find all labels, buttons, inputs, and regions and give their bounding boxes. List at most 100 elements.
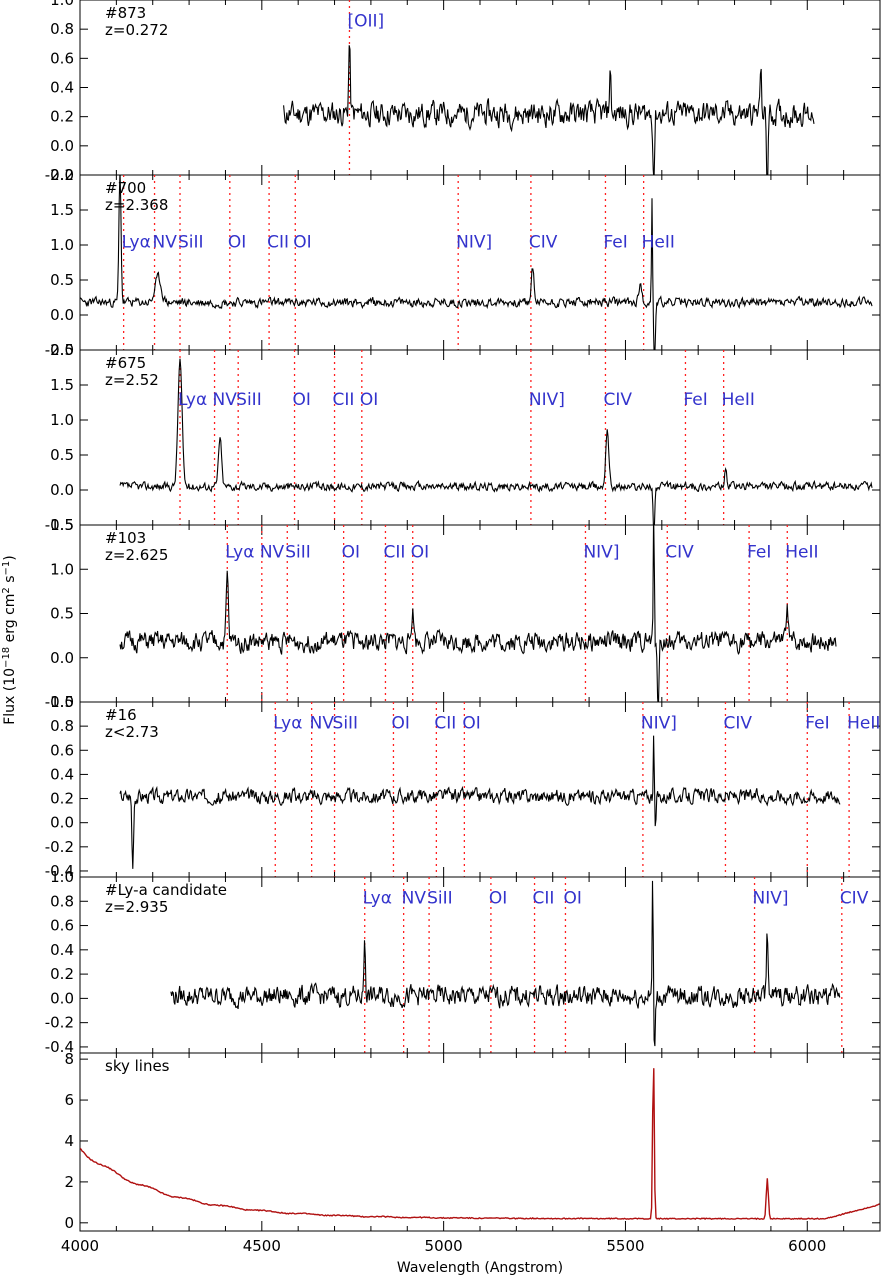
line-label: Lyα	[225, 543, 254, 563]
line-label: NV	[213, 390, 238, 410]
y-tick-label: 0.0	[50, 989, 74, 1007]
panel-id: #700	[105, 179, 146, 197]
y-tick-label: 1.5	[50, 201, 74, 219]
line-label: NV	[260, 543, 285, 563]
line-label: CIV	[665, 543, 694, 563]
line-label: HeII	[847, 714, 880, 734]
y-tick-label: -0.4	[45, 1038, 74, 1056]
spectrum-trace	[119, 735, 841, 869]
y-tick-label: 0.8	[50, 892, 74, 910]
y-tick-label: 0.4	[50, 941, 74, 959]
line-label: NV	[153, 233, 178, 253]
line-label: NV	[310, 714, 335, 734]
y-tick-label: 1.0	[50, 236, 74, 254]
y-tick-label: -0.2	[45, 166, 74, 184]
line-label: NIV]	[456, 233, 492, 253]
line-label: CIV	[840, 889, 869, 909]
y-tick-label: 4	[64, 1132, 74, 1150]
x-tick-label: 6000	[788, 1237, 826, 1255]
line-label: NIV]	[753, 889, 789, 909]
y-tick-label: 0.4	[50, 79, 74, 97]
y-tick-label: -0.4	[45, 862, 74, 880]
x-tick-label: 4500	[243, 1237, 281, 1255]
y-tick-label: 0.0	[50, 649, 74, 667]
y-tick-label: 2.0	[50, 341, 74, 359]
line-label: OI	[293, 233, 311, 253]
spectrum-trace	[170, 880, 841, 1047]
y-tick-label: 0	[64, 1214, 74, 1232]
y-tick-label: 0.5	[50, 271, 74, 289]
line-label: CIV	[603, 390, 632, 410]
line-label: OI	[228, 233, 246, 253]
y-tick-label: 6	[64, 1091, 74, 1109]
line-label: OI	[360, 390, 378, 410]
line-label: OI	[563, 889, 581, 909]
panel-id: #Ly-a candidate	[105, 881, 227, 899]
y-tick-label: -0.5	[45, 341, 74, 359]
y-tick-label: 2	[64, 1173, 74, 1191]
line-label: CIV	[529, 233, 558, 253]
y-tick-label: 0.2	[50, 965, 74, 983]
x-tick-label: 5500	[606, 1237, 644, 1255]
line-label: HeII	[785, 543, 818, 563]
panel-redshift: z<2.73	[105, 723, 159, 741]
x-axis-label: Wavelength (Angstrom)	[397, 1260, 563, 1276]
panel-id: sky lines	[105, 1057, 170, 1075]
y-tick-label: 0.5	[50, 446, 74, 464]
x-tick-label: 5000	[425, 1237, 463, 1255]
y-tick-label: 1.0	[50, 560, 74, 578]
line-label: OI	[411, 543, 429, 563]
y-tick-label: 0.6	[50, 49, 74, 67]
line-label: HeII	[642, 233, 675, 253]
line-label: SiII	[333, 714, 359, 734]
line-label: Lyα	[178, 390, 207, 410]
y-tick-label: -0.5	[45, 693, 74, 711]
line-label: [OII]	[347, 11, 384, 31]
y-tick-label: 0.0	[50, 137, 74, 155]
line-label: SiII	[285, 543, 311, 563]
y-tick-label: 0.8	[50, 20, 74, 38]
line-label: Lyα	[273, 714, 302, 734]
line-label: FeI	[747, 543, 771, 563]
line-label: OI	[489, 889, 507, 909]
y-tick-label: 0.8	[50, 717, 74, 735]
y-tick-label: 1.0	[50, 0, 74, 9]
panel-redshift: z=2.935	[105, 898, 168, 916]
y-tick-label: 0.4	[50, 765, 74, 783]
panel-frame	[79, 174, 881, 351]
y-tick-label: 0.5	[50, 605, 74, 623]
line-label: SiII	[236, 390, 262, 410]
spectrum-panel: 0 2 4 6 8 sky lines 4000 4500 5000 5500 6000	[61, 1050, 881, 1255]
panel-frame	[79, 349, 881, 526]
line-label: CIV	[723, 714, 752, 734]
panel-id: #16	[105, 706, 137, 724]
y-tick-label: 0.2	[50, 790, 74, 808]
y-tick-label: 8	[64, 1050, 74, 1068]
line-label: CII	[533, 889, 555, 909]
line-label: FeI	[683, 390, 707, 410]
y-tick-label: -0.2	[45, 1014, 74, 1032]
y-tick-label: 1.0	[50, 411, 74, 429]
spectrum-trace	[283, 45, 815, 175]
line-label: FeI	[805, 714, 829, 734]
y-tick-label: 1.5	[50, 376, 74, 394]
x-tick-label: 4000	[61, 1237, 99, 1255]
y-tick-label: -0.2	[45, 838, 74, 856]
y-tick-label: 1.0	[50, 868, 74, 886]
line-label: SiII	[427, 889, 453, 909]
y-tick-label: 0.2	[50, 108, 74, 126]
y-tick-label: 0.0	[50, 814, 74, 832]
panel-id: #103	[105, 529, 146, 547]
panel-redshift: z=2.52	[105, 371, 159, 389]
line-label: HeII	[722, 390, 755, 410]
line-label: OI	[293, 390, 311, 410]
line-label: SiII	[178, 233, 204, 253]
y-tick-label: 0.0	[50, 306, 74, 324]
panel-id: #873	[105, 4, 146, 22]
